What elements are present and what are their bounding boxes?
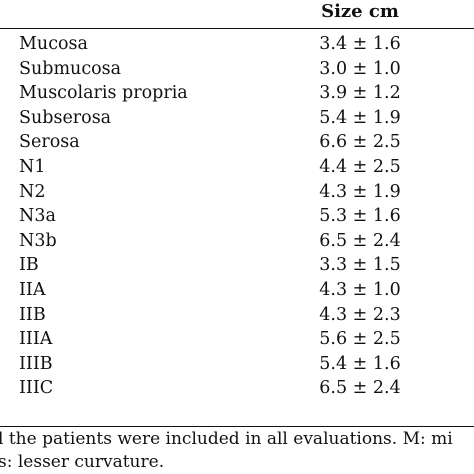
table-row: IB 3.3 ± 1.5: [0, 253, 474, 278]
table-body: Mucosa 3.4 ± 1.6 Submucosa 3.0 ± 1.0 Mus…: [0, 32, 474, 401]
table-row: N2 4.3 ± 1.9: [0, 180, 474, 205]
table-row: N3b 6.5 ± 2.4: [0, 229, 474, 254]
table-top-rule: [0, 28, 474, 29]
table-row: IIIA 5.6 ± 2.5: [0, 327, 474, 352]
row-value: 4.3 ± 1.0: [319, 279, 401, 300]
row-value: 5.6 ± 2.5: [319, 329, 401, 350]
table-row: N3a 5.3 ± 1.6: [0, 204, 474, 229]
table-row: Muscolaris propria 3.9 ± 1.2: [0, 81, 474, 106]
row-label: IIIC: [19, 378, 54, 399]
table-row: Submucosa 3.0 ± 1.0: [0, 57, 474, 82]
row-value: 3.0 ± 1.0: [319, 58, 401, 79]
row-value: 5.4 ± 1.9: [319, 107, 401, 128]
row-label: Subserosa: [19, 107, 112, 128]
table-header-size: Size cm: [321, 1, 399, 22]
row-value: 6.6 ± 2.5: [319, 132, 401, 153]
row-label: Serosa: [19, 132, 80, 153]
table-row: IIIB 5.4 ± 1.6: [0, 352, 474, 377]
row-value: 3.4 ± 1.6: [319, 34, 401, 54]
row-value: 3.9 ± 1.2: [319, 83, 401, 104]
footnote-line-1: l the patients were included in all eval…: [0, 429, 453, 449]
row-label: N3b: [19, 230, 57, 251]
row-label: IB: [19, 255, 39, 276]
table-row: Subserosa 5.4 ± 1.9: [0, 106, 474, 131]
row-value: 4.3 ± 1.9: [319, 181, 401, 202]
row-label: N2: [19, 181, 46, 202]
row-value: 4.3 ± 2.3: [319, 304, 401, 325]
row-label: N1: [19, 156, 46, 177]
row-label: Submucosa: [19, 58, 122, 79]
table-row: IIA 4.3 ± 1.0: [0, 278, 474, 303]
row-label: N3a: [19, 206, 56, 227]
table-row: Mucosa 3.4 ± 1.6: [0, 32, 474, 57]
row-label: IIIA: [19, 329, 53, 350]
row-value: 5.3 ± 1.6: [319, 206, 401, 227]
row-value: 4.4 ± 2.5: [319, 156, 401, 177]
footnote-line-2: s: lesser curvature.: [0, 452, 165, 472]
row-label: IIA: [19, 279, 46, 300]
table-row: IIIC 6.5 ± 2.4: [0, 376, 474, 401]
row-value: 6.5 ± 2.4: [319, 230, 401, 251]
row-value: 6.5 ± 2.4: [319, 378, 401, 399]
row-value: 5.4 ± 1.6: [319, 353, 401, 374]
row-label: Mucosa: [19, 34, 88, 54]
table-row: Serosa 6.6 ± 2.5: [0, 130, 474, 155]
table-bottom-rule: [0, 426, 474, 427]
row-value: 3.3 ± 1.5: [319, 255, 401, 276]
row-label: Muscolaris propria: [19, 83, 188, 104]
table-row: N1 4.4 ± 2.5: [0, 155, 474, 180]
table-row: IIB 4.3 ± 2.3: [0, 303, 474, 328]
row-label: IIIB: [19, 353, 53, 374]
row-label: IIB: [19, 304, 46, 325]
